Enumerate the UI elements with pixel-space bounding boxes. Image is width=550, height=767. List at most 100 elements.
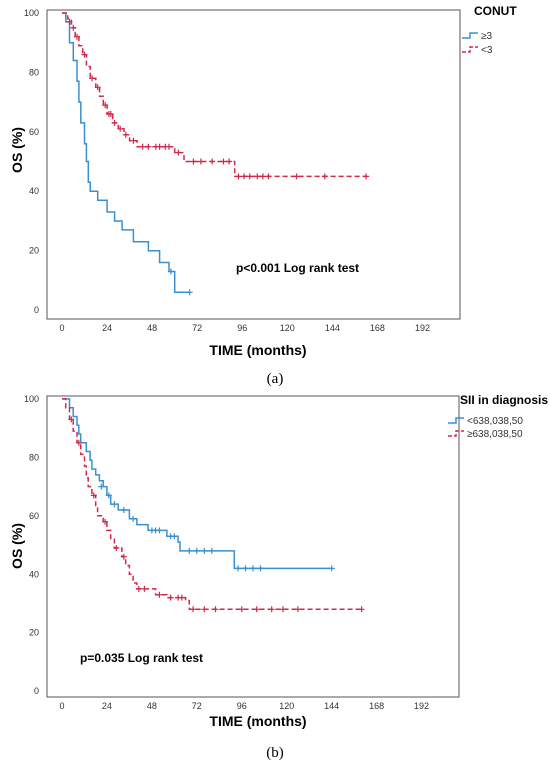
survival-lines — [62, 398, 362, 611]
censor-mark — [111, 119, 118, 126]
censor-mark — [212, 606, 219, 613]
censor-mark — [250, 565, 256, 572]
legend-label: ≥638,038,50 — [467, 429, 523, 440]
censor-mark — [193, 547, 200, 554]
censor-mark — [156, 591, 163, 598]
x-tick-label: 192 — [414, 701, 429, 711]
censor-mark — [156, 527, 163, 534]
survival-lines — [62, 12, 367, 294]
legend-label: ≥3 — [481, 31, 492, 42]
legend-swatch — [462, 46, 478, 53]
y-ticks: 0 20 40 60 80 100 — [24, 394, 39, 696]
x-tick-label: 120 — [279, 701, 294, 711]
censor-mark — [242, 565, 249, 572]
censor-mark — [190, 158, 197, 165]
legend-item-series-2: <3 — [462, 45, 493, 56]
censor-mark — [259, 173, 266, 180]
censor-mark — [141, 585, 148, 592]
x-axis-title: TIME (months) — [209, 342, 306, 358]
x-tick-label: 72 — [192, 323, 202, 333]
plot-frame — [46, 9, 461, 320]
x-tick-label: 168 — [370, 323, 385, 333]
x-tick-label: 48 — [147, 701, 157, 711]
survival-curve-series-1 — [62, 12, 190, 294]
censor-mark — [74, 33, 80, 40]
censor-mark — [171, 533, 178, 540]
censor-mark — [90, 492, 97, 499]
censor-mark — [107, 111, 114, 117]
y-ticks: 0 20 40 60 80 100 — [24, 8, 39, 315]
panel-caption: (a) — [267, 371, 284, 387]
censor-mark — [130, 515, 137, 522]
y-tick-label: 60 — [29, 511, 39, 521]
censor-mark — [122, 131, 129, 138]
legend-swatch — [462, 32, 478, 39]
censor-mark — [145, 143, 152, 150]
censor-mark — [66, 18, 73, 25]
panel-a: 0 20 40 60 80 100 0 24 48 72 96 120 144 168 192 OS (%… — [9, 4, 517, 387]
legend-item-series-2: ≥638,038,50 — [448, 429, 523, 440]
x-tick-label: 192 — [415, 323, 430, 333]
censor-mark — [186, 289, 193, 296]
censor-mark — [89, 75, 96, 82]
panel-b: 0 20 40 60 80 100 0 24 48 72 96 120 144 168 192 OS (%… — [9, 393, 548, 761]
censor-mark — [156, 143, 163, 150]
x-tick-label: 48 — [147, 323, 157, 333]
censor-mark — [120, 507, 127, 513]
censor-mark — [167, 268, 174, 275]
censor-mark — [102, 518, 109, 525]
x-tick-label: 96 — [237, 323, 247, 333]
censor-mark — [265, 173, 272, 180]
censor-mark — [235, 173, 242, 180]
y-axis-title: OS (%) — [9, 127, 25, 173]
censor-mark — [167, 594, 174, 601]
x-tick-label: 0 — [60, 323, 65, 333]
censor-mark — [105, 492, 112, 499]
censor-mark — [321, 173, 328, 180]
y-axis-title: OS (%) — [9, 523, 25, 569]
censor-mark — [358, 606, 365, 613]
censor-mark — [246, 173, 253, 180]
censor-mark — [94, 84, 101, 91]
censor-mark — [113, 545, 120, 551]
x-tick-label: 144 — [325, 323, 340, 333]
y-tick-label: 100 — [24, 8, 39, 18]
y-tick-label: 40 — [29, 186, 39, 196]
y-tick-label: 40 — [29, 569, 39, 579]
censor-mark — [135, 585, 142, 592]
survival-curve-series-2 — [62, 398, 362, 611]
logrank-annotation: p<0.001 Log rank test — [236, 261, 359, 275]
y-tick-label: 20 — [29, 246, 39, 256]
x-ticks: 0 24 48 72 96 120 144 168 192 — [59, 701, 429, 711]
censor-marks — [66, 18, 370, 296]
survival-curve-series-2 — [62, 12, 367, 178]
censor-mark — [175, 149, 182, 156]
x-axis-title: TIME (months) — [209, 713, 306, 729]
y-tick-label: 20 — [29, 628, 39, 638]
x-tick-label: 96 — [237, 701, 247, 711]
censor-mark — [102, 102, 109, 109]
y-tick-label: 100 — [24, 394, 39, 404]
panel-caption: (b) — [266, 745, 284, 761]
censor-mark — [190, 606, 197, 613]
censor-mark — [70, 24, 77, 31]
logrank-annotation: p=0.035 Log rank test — [80, 651, 203, 665]
censor-mark — [98, 483, 105, 490]
censor-mark — [130, 137, 137, 144]
legend-title: CONUT — [474, 4, 517, 18]
censor-mark — [235, 565, 241, 572]
censor-mark — [120, 553, 127, 560]
censor-mark — [68, 416, 75, 423]
censor-mark — [257, 565, 264, 572]
survival-curve-series-1 — [62, 398, 332, 570]
legend-item-series-1: <638,038,50 — [448, 416, 523, 427]
censor-mark — [220, 158, 227, 165]
censor-mark — [226, 158, 233, 165]
plot-frame — [46, 395, 460, 698]
legend-swatch — [448, 417, 464, 424]
x-tick-label: 168 — [369, 701, 384, 711]
censor-mark — [197, 158, 204, 165]
y-tick-label: 80 — [29, 67, 39, 77]
